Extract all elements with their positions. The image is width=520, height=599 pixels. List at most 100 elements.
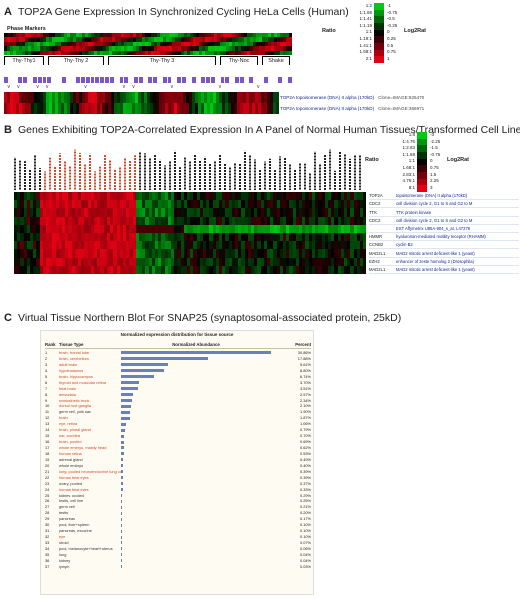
gene-row[interactable]: HMMR hyaluronan-mediated motility recepto… [369,233,519,242]
column-label-mark [349,159,351,190]
column-label-mark [199,161,201,190]
row-tissue[interactable]: brain [59,416,68,421]
row-tissue[interactable]: sympathetic trunk [59,398,90,403]
row-tissue[interactable]: adrenal gland [59,457,83,462]
row-tissue[interactable]: kidney, pooled [59,493,84,498]
row-percent: 3.51% [299,385,311,391]
row-tissue[interactable]: germ cell [59,505,75,510]
row-percent: 0.06% [299,545,311,551]
row-tissue[interactable]: adult brain [59,362,78,367]
legend-ratio-label: 1:8 [408,132,415,137]
row-tissue[interactable]: thyroid and muscular retina [59,380,106,385]
gene-description-link[interactable]: cell division cycle 2, G1 to S and G2 to… [396,217,473,223]
gene-description-link[interactable]: cyclin B2 [396,242,413,248]
row-tissue[interactable]: lung [59,552,67,557]
row-rank: 25 [45,492,50,498]
gene-description-link[interactable]: MAD2 mitotic arrest deficient-like 1 (ye… [396,250,475,256]
row-tissue[interactable]: lymph [59,564,70,569]
gene-row[interactable]: EST Affymetrix U95A-904_s_at, L47276 [369,225,519,234]
gene-row[interactable]: CDC2 cell division cycle 2, G1 to S and G… [369,217,519,225]
row-tissue[interactable]: eye, retina [59,422,78,427]
legend-ratio-label: 1:1.68 [402,151,415,157]
gene-row[interactable]: TTK TTK protein kinase [369,208,519,217]
gene-name-link[interactable]: TOP2A topoisomerase (DNA) II alpha (170k… [280,95,375,100]
abundance-bar-track [121,387,271,391]
abundance-bar-track [121,452,271,456]
row-tissue[interactable]: kidney [59,558,71,563]
row-tissue[interactable]: pool, liver+spleen [59,523,90,528]
row-percent: 0.04% [299,551,311,557]
gene-row[interactable]: TOP2A topoisomerase (DNA) II alpha (170k… [280,92,450,103]
gene-description-link[interactable]: MAD2 mitotic arrest deficient-like 1 (ye… [396,266,475,272]
row-tissue[interactable]: pancreas [59,517,76,522]
row-tissue[interactable]: brain, pineal gland [59,428,91,433]
gene-description-link[interactable]: TTK protein kinase [396,209,432,215]
abundance-bar-track [121,529,271,533]
row-rank: 12 [45,415,50,421]
table-row: 4 hypothalamus 8.80% [45,368,311,374]
legend-log-title: Log2Rat [404,28,426,34]
row-tissue[interactable]: whole embryo [59,463,84,468]
gene-row[interactable]: CDC2 cell division cycle 2, G1 to S and G… [369,200,519,209]
table-row: 18 human retina 0.53% [45,451,311,457]
phase-markers-label: Phase Markers [6,26,47,32]
row-tissue[interactable]: stroid [59,541,69,545]
gene-row[interactable]: MAD2L1 MAD2 mitotic arrest deficient-like… [369,266,519,275]
gene-row[interactable]: MAD2L1 MAD2 mitotic arrest deficient-like… [369,249,519,258]
row-rank: 8 [45,391,48,397]
row-tissue[interactable]: brain, frontal lobe [59,351,90,355]
row-tissue[interactable]: pool, melanocyte+heart+uterus [59,546,113,551]
row-tissue[interactable]: human fetal eyes [59,487,89,492]
legend-ratio-label: 1:1 [408,158,415,164]
row-tissue[interactable]: ovary, pooled [59,481,83,486]
row-tissue[interactable]: eye [59,535,66,539]
gene-description-link[interactable]: enhancer of zeste homolog 2 (Drosophila) [396,258,474,264]
row-tissue[interactable]: testis [59,511,69,516]
row-tissue[interactable]: testis, cell line [59,499,84,504]
row-tissue[interactable]: brain, cerebellum [59,356,89,361]
row-tissue[interactable]: dorsal root ganglia [59,404,92,409]
gene-name-link[interactable]: TOP2A topoisomerase (DNA) II alpha (170k… [280,106,375,111]
column-label-mark [294,169,296,190]
row-tissue[interactable]: ear, cochlea [59,434,80,439]
panel-b-letter: B [4,124,12,136]
gene-row[interactable]: EZH2 enhancer of zeste homolog 2 (Drosoph… [369,258,519,266]
phase-markers-heatmap [4,33,292,56]
heatmap-row [4,33,292,38]
row-tissue[interactable]: lung, pooled neuroendocrine lung carcino… [59,469,121,474]
gene-row[interactable]: CCNB2 cyclin B2 [369,241,519,250]
row-tissue[interactable]: germ cell, yolk sac [59,410,91,415]
row-percent: 0.29% [299,492,311,498]
row-tissue[interactable]: amygdala [59,392,76,397]
column-label-mark [334,171,336,190]
legend-log-label: -0.75 [430,151,441,157]
row-tissue[interactable]: brain, pooled [59,440,82,444]
column-label-mark [224,162,226,190]
row-tissue[interactable]: whole embryo, mainly head [59,446,107,450]
abundance-bar-track [121,458,271,462]
column-label-mark [189,160,191,190]
row-tissue[interactable]: fetal brain [59,386,77,391]
gene-description-link[interactable]: EST Affymetrix U95A-904_s_at, L47276 [396,225,471,231]
row-tissue[interactable]: human retina [59,451,82,456]
legend-log-label: 0.25 [387,36,396,41]
row-percent: 2.34% [299,397,311,403]
row-rank: 10 [45,403,50,409]
gene-row[interactable]: TOP2A topoisomerase (DNA) II alpha (170kD… [369,192,519,201]
legend-log-label: -1 [387,3,392,8]
phase-label: Thy-Thy 2 [63,58,89,64]
column-label-mark [219,153,221,190]
gene-description-link[interactable]: cell division cycle 2, G1 to S and G2 to… [396,201,473,207]
row-tissue[interactable]: brain, hippocampus [59,374,93,379]
row-rank: 11 [45,409,50,415]
heatmap-row [14,241,367,250]
row-tissue[interactable]: pancreas, exocrine [59,529,92,534]
table-row: 11 germ cell, yolk sac 1.90% [45,409,311,415]
gene-description-link[interactable]: hyaluronan-mediated motility receptor (R… [396,234,486,240]
gene-row[interactable]: TOP2A topoisomerase (DNA) II alpha (170k… [280,103,450,114]
gene-description-link[interactable]: topoisomerase (DNA) II alpha (170kD) [396,193,468,199]
row-tissue[interactable]: human fetal eyes [59,475,89,480]
column-label-mark [304,164,306,190]
row-tissue[interactable]: hypothalamus [59,368,84,373]
